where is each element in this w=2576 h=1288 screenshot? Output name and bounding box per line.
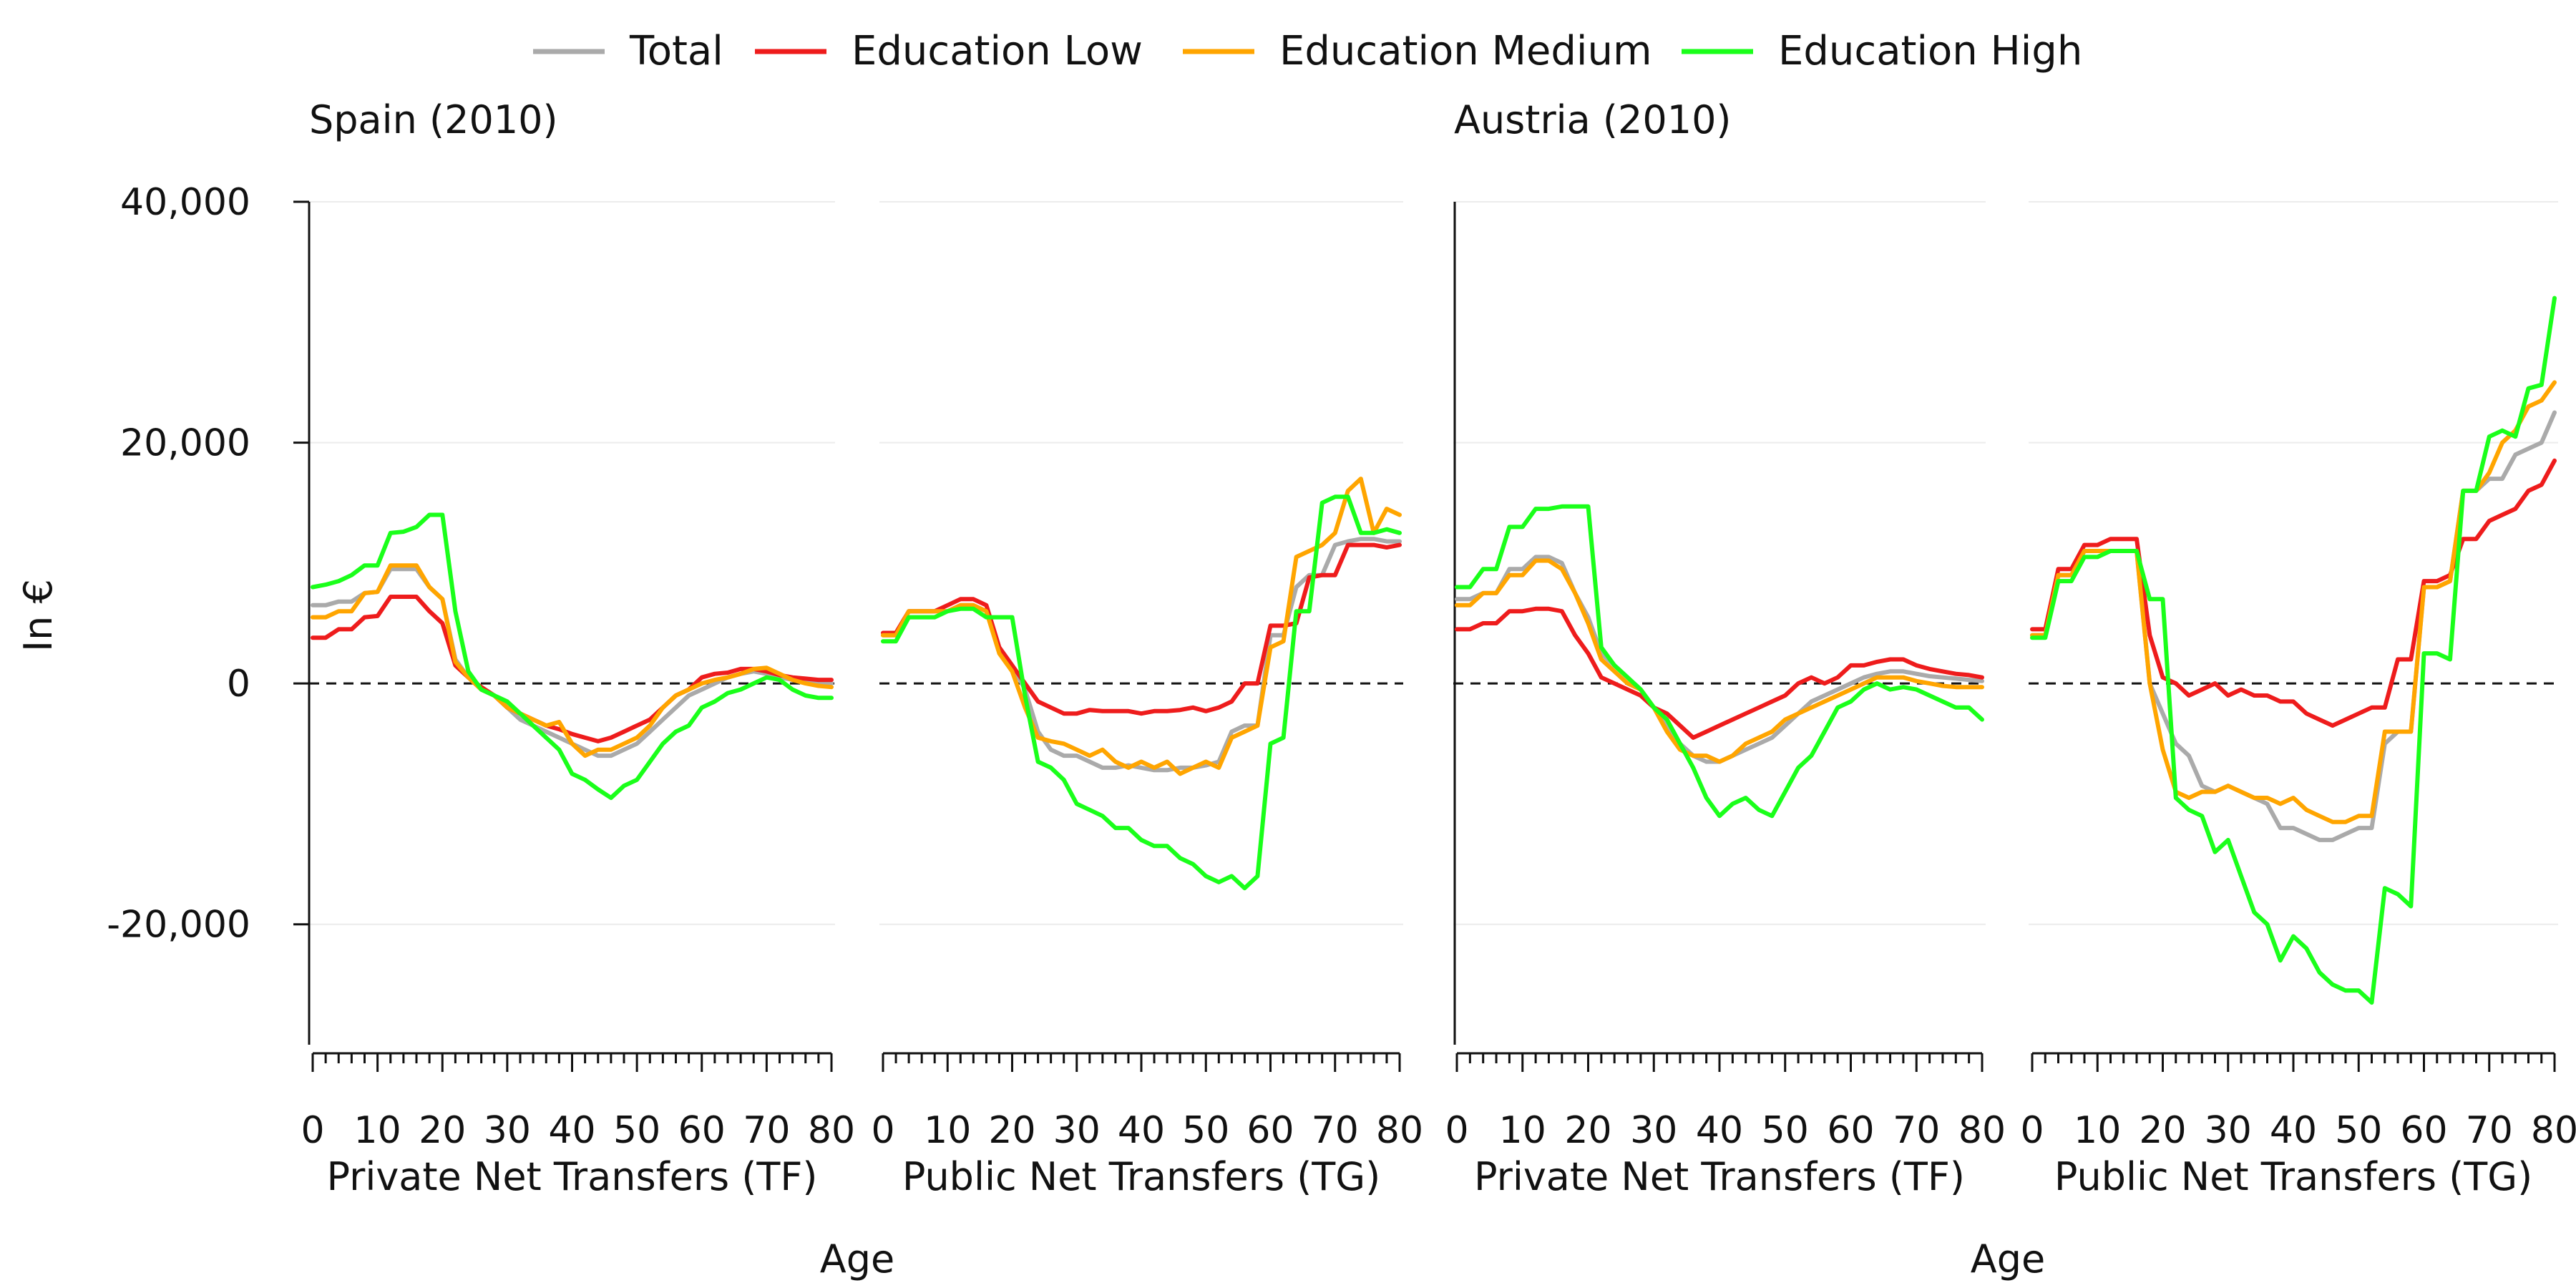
x-tick-label: 10 xyxy=(354,1109,401,1152)
legend-label-education-medium: Education Medium xyxy=(1279,28,1652,74)
x-axis-label: Private Net Transfers (TF) xyxy=(1474,1154,1965,1199)
x-tick-label: 30 xyxy=(484,1109,531,1152)
series-line-education-medium xyxy=(1455,558,1984,764)
x-tick-label: 10 xyxy=(924,1109,971,1152)
legend: Total Education Low Education Medium Educat… xyxy=(533,28,2082,74)
x-tick-label: 40 xyxy=(1696,1109,1743,1152)
x-tick-label: 50 xyxy=(1762,1109,1809,1152)
country-title-spain: Spain (2010) xyxy=(309,97,558,142)
x-tick-label: 20 xyxy=(988,1109,1035,1152)
age-label-austria: Age xyxy=(1971,1236,2045,1282)
x-tick-label: 60 xyxy=(1246,1109,1294,1152)
y-tick-labels: 40,000 20,000 0 -20,000 xyxy=(107,181,250,947)
x-tick-label: 20 xyxy=(2139,1109,2186,1152)
legend-label-education-high: Education High xyxy=(1778,28,2082,74)
legend-label-total: Total xyxy=(629,28,723,74)
country-title-austria: Austria (2010) xyxy=(1454,97,1732,142)
x-tick-label: 30 xyxy=(1053,1109,1101,1152)
x-tick-label: 80 xyxy=(808,1109,855,1152)
x-tick-label: 70 xyxy=(743,1109,790,1152)
x-tick-label: 10 xyxy=(1499,1109,1546,1152)
y-tick-label: 40,000 xyxy=(120,181,250,224)
x-tick-label: 50 xyxy=(2335,1109,2382,1152)
legend-label-education-low: Education Low xyxy=(852,28,1143,74)
series-line-education-medium xyxy=(2030,380,2557,824)
series-line-education-low xyxy=(1455,606,1984,740)
y-axis-label: In € xyxy=(16,579,61,652)
x-tick-label: 20 xyxy=(419,1109,466,1152)
x-tick-label: 40 xyxy=(2270,1109,2317,1152)
x-tick-label: 40 xyxy=(1118,1109,1165,1152)
x-tick-label: 40 xyxy=(548,1109,595,1152)
x-tick-label: 0 xyxy=(871,1109,894,1152)
y-tick-label: -20,000 xyxy=(107,904,250,947)
series-line-education-high xyxy=(881,494,1402,891)
x-tick-label: 0 xyxy=(2020,1109,2044,1152)
x-tick-label: 0 xyxy=(301,1109,324,1152)
x-axis-label: Public Net Transfers (TG) xyxy=(2054,1154,2532,1199)
series-line-education-medium xyxy=(881,477,1402,776)
x-tick-label: 10 xyxy=(2074,1109,2121,1152)
series-line-education-high xyxy=(2030,296,2557,1005)
x-tick-label: 60 xyxy=(1827,1109,1874,1152)
y-tick-label: 20,000 xyxy=(120,422,250,465)
x-tick-label: 80 xyxy=(2531,1109,2576,1152)
series-line-education-high xyxy=(311,512,834,800)
x-tick-label: 80 xyxy=(1376,1109,1423,1152)
series-line-total xyxy=(2030,410,2557,842)
x-tick-label: 70 xyxy=(1893,1109,1940,1152)
series-line-education-medium xyxy=(311,563,834,758)
x-tick-label: 70 xyxy=(2466,1109,2513,1152)
x-tick-label: 80 xyxy=(1958,1109,2006,1152)
x-tick-label: 50 xyxy=(1182,1109,1229,1152)
x-tick-label: 0 xyxy=(1445,1109,1468,1152)
y-tick-label: 0 xyxy=(227,663,250,706)
x-axis-label: Public Net Transfers (TG) xyxy=(902,1154,1380,1199)
x-tick-label: 50 xyxy=(613,1109,660,1152)
x-axis-label: Private Net Transfers (TF) xyxy=(327,1154,818,1199)
series-line-education-high xyxy=(1455,504,1984,819)
x-tick-label: 60 xyxy=(678,1109,726,1152)
series-line-education-low xyxy=(311,595,834,743)
x-tick-label: 20 xyxy=(1564,1109,1611,1152)
x-tick-label: 60 xyxy=(2400,1109,2447,1152)
x-tick-label: 30 xyxy=(2205,1109,2252,1152)
series-line-education-low xyxy=(2030,458,2557,728)
age-label-spain: Age xyxy=(820,1236,894,1282)
x-tick-label: 70 xyxy=(1312,1109,1359,1152)
x-tick-label: 30 xyxy=(1630,1109,1677,1152)
